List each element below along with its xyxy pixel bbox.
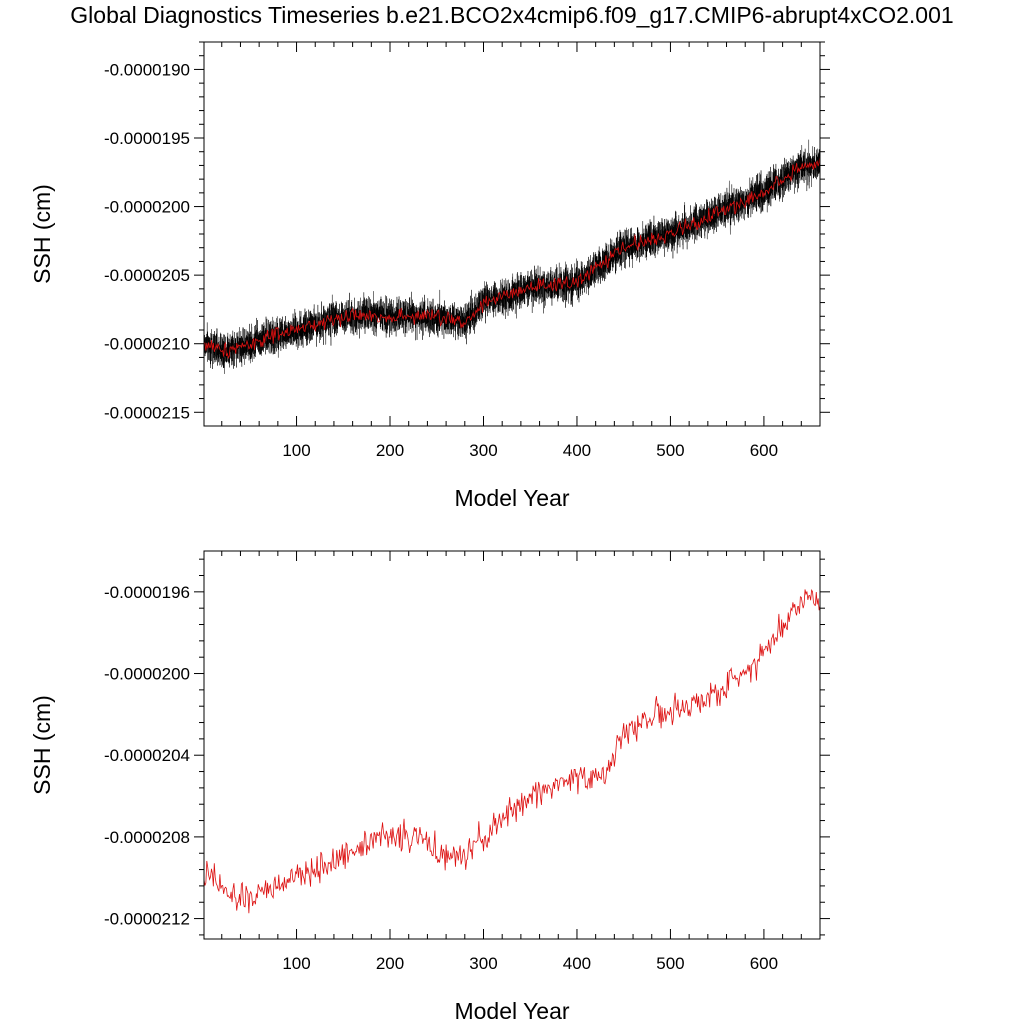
y-tick-label: -0.0000208 bbox=[104, 828, 190, 847]
series-line-monthly-0 bbox=[204, 139, 820, 374]
x-tick-label: 600 bbox=[750, 441, 778, 460]
top-panel: 100 200 300 400 500 600 -0.0000215 -0.0000210 -0… bbox=[29, 41, 830, 511]
page-title: Global Diagnostics Timeseries b.e21.BCO2… bbox=[70, 2, 954, 28]
y-tick-label: -0.0000212 bbox=[104, 910, 190, 929]
x-tick-label: 500 bbox=[656, 441, 684, 460]
x-tick-label: 400 bbox=[563, 954, 591, 973]
y-axis-title: SSH (cm) bbox=[29, 184, 55, 284]
y-tick-label: -0.0000204 bbox=[104, 746, 190, 765]
y-tick-label: -0.0000190 bbox=[104, 60, 190, 79]
x-tick-label: 300 bbox=[469, 441, 497, 460]
x-tick-label: 500 bbox=[656, 954, 684, 973]
bottom-panel: 100 200 300 400 500 600 -0.0000212 -0.0000208 -0… bbox=[29, 550, 830, 1024]
x-axis-title: Model Year bbox=[454, 485, 569, 511]
x-tick-label: 100 bbox=[282, 441, 310, 460]
x-tick-label: 200 bbox=[376, 441, 404, 460]
plot-frame-0 bbox=[203, 41, 821, 427]
y-tick-label: -0.0000215 bbox=[104, 403, 190, 422]
y-axis-title: SSH (cm) bbox=[29, 695, 55, 795]
x-axis-title: Model Year bbox=[454, 998, 569, 1024]
x-tick-label: 400 bbox=[563, 441, 591, 460]
y-tick-label: -0.0000195 bbox=[104, 129, 190, 148]
x-tick-label: 100 bbox=[282, 954, 310, 973]
x-tick-label: 600 bbox=[750, 954, 778, 973]
series-line-annual-mean-1 bbox=[204, 589, 820, 914]
y-tick-label: -0.0000200 bbox=[104, 198, 190, 217]
y-tick-label: -0.0000210 bbox=[104, 335, 190, 354]
plot-frame-1 bbox=[203, 550, 821, 940]
series-line-annual-mean-0 bbox=[204, 156, 820, 360]
y-tick-label: -0.0000196 bbox=[104, 583, 190, 602]
x-tick-label: 300 bbox=[469, 954, 497, 973]
y-tick-label: -0.0000200 bbox=[104, 665, 190, 684]
x-tick-label: 200 bbox=[376, 954, 404, 973]
y-tick-label: -0.0000205 bbox=[104, 266, 190, 285]
